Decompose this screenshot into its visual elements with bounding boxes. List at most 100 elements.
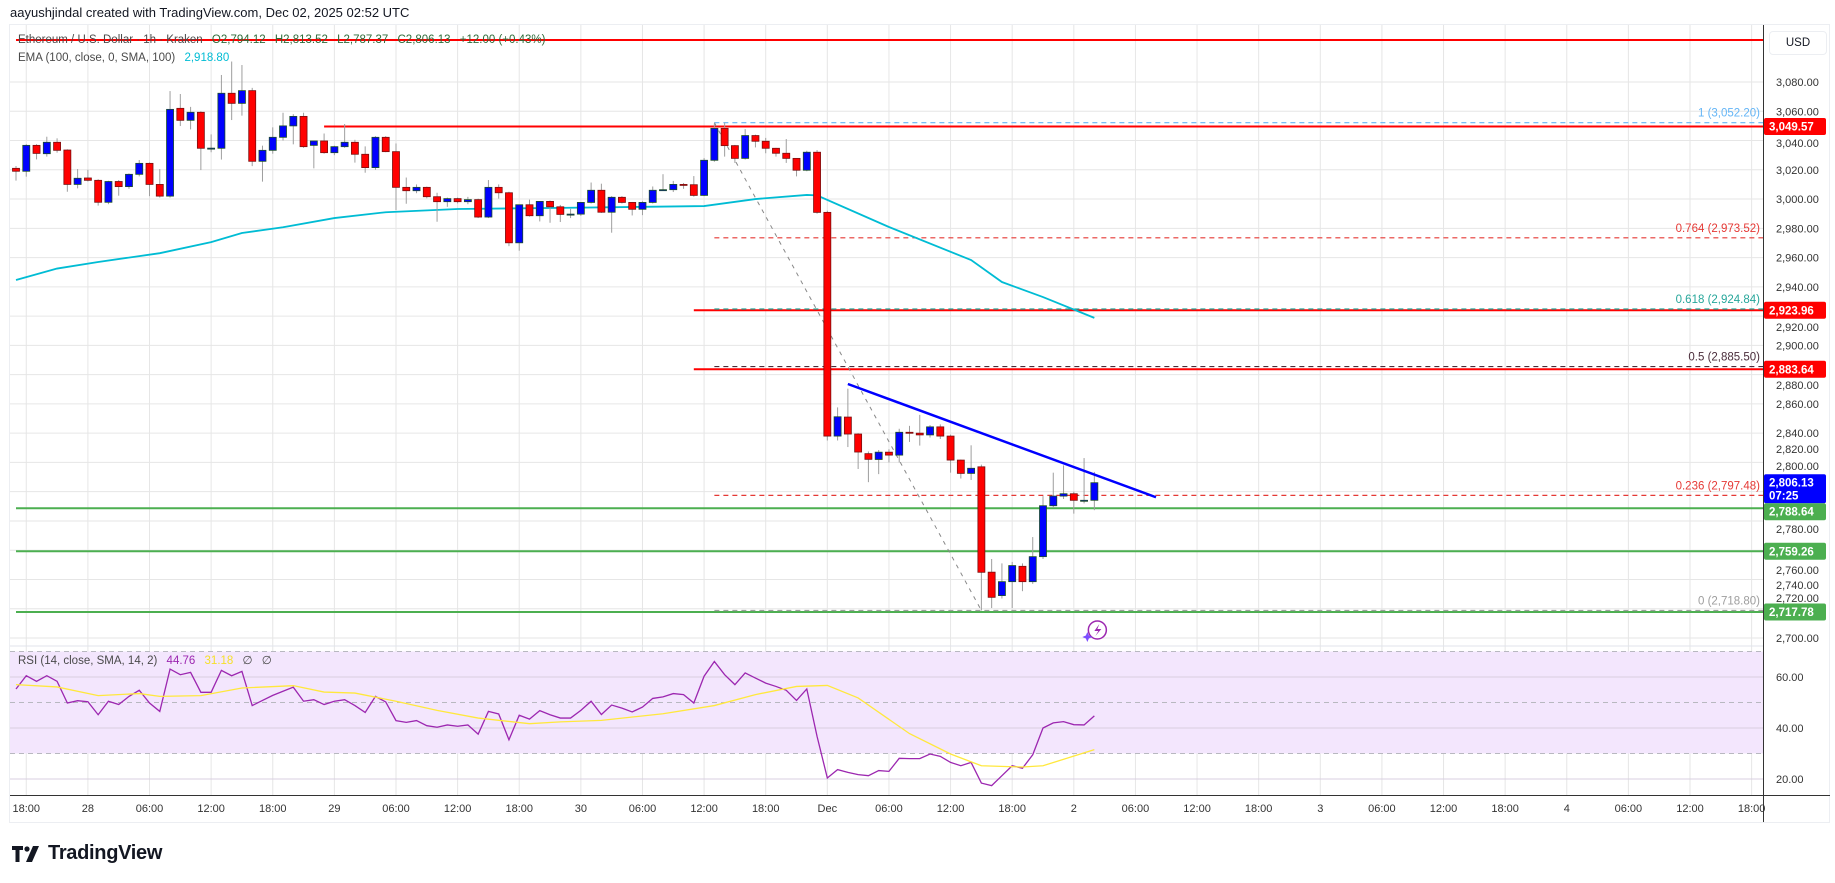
candle (320, 133, 329, 154)
lightning-icon (1082, 620, 1108, 642)
candle-body-up (166, 108, 174, 197)
price-axis[interactable]: 2,700.00 2,720.002,740.00 2,760.00 2,780.00… (1776, 77, 1819, 786)
rsi-extra-1: ∅ (242, 655, 253, 667)
candle-body-down (546, 200, 554, 208)
candle (361, 146, 370, 173)
candle-body-up (1049, 495, 1058, 507)
candle (12, 165, 20, 181)
fibonacci-retracement[interactable]: 1 (3,052.20) 0.764 (2,973.52) 0.618 (2,924… (713, 108, 1763, 612)
ema-curve (15, 194, 1095, 319)
candle (566, 208, 575, 219)
time-tick-label: 12:00 (1676, 803, 1704, 815)
rsi-line (15, 660, 1095, 787)
time-tick-label: 06:00 (1615, 803, 1643, 815)
candle-body-up (638, 202, 647, 210)
rsi-sma-value: 31.18 (204, 655, 234, 667)
candle-body-down (196, 111, 205, 149)
candle (32, 144, 41, 160)
fib-level-label: 0.764 (2,973.52) (1676, 223, 1761, 235)
descending-trendline (847, 382, 1157, 499)
candle-body-down (248, 90, 257, 162)
ohlc-close: C2,806.13 (397, 34, 451, 46)
horizontal-levels (16, 39, 1763, 613)
candle (792, 157, 801, 177)
candle-body-down (628, 202, 637, 210)
candle (104, 180, 113, 205)
candle (453, 197, 462, 204)
candle-body-up (279, 125, 287, 138)
resistance-price-tag-text: 3,049.57 (1769, 122, 1814, 134)
candle-body-up (926, 426, 934, 436)
candle-body-up (1059, 493, 1068, 497)
candle-body-down (905, 431, 914, 434)
time-tick-label: 28 (82, 803, 94, 815)
price-tick-label: 2,900.00 (1776, 340, 1819, 352)
candle-body-up (186, 111, 195, 121)
candle-body-up (340, 141, 349, 148)
candle (1018, 563, 1027, 592)
candle (248, 87, 257, 167)
candle (1080, 458, 1088, 504)
time-tick-label: 18:00 (259, 803, 287, 815)
rsi-value: 44.76 (166, 655, 196, 667)
candle-body-down (155, 184, 164, 197)
candle-body-down (679, 184, 688, 186)
candle (946, 434, 955, 473)
resistance-price-tag-text: 2,923.96 (1769, 305, 1814, 317)
candle (556, 204, 565, 223)
candle-body-down (885, 451, 893, 456)
ema-legend[interactable]: EMA (100, close, 0, SMA, 100) 2,918.80 (18, 52, 235, 64)
time-tick-label: 12:00 (690, 803, 718, 815)
ema-value: 2,918.80 (184, 52, 230, 64)
price-tick-label: 2,780.00 (1776, 524, 1819, 536)
current-price-tag (1764, 474, 1826, 504)
candle (546, 200, 554, 223)
symbol-title: Ethereum / U.S. Dollar · 1h · Kraken (18, 34, 203, 46)
candle (659, 174, 667, 192)
candle-body-up (1090, 482, 1099, 501)
candle (125, 173, 133, 189)
current-price-tag-text: 2,806.13 (1769, 478, 1814, 490)
candle-body-down (381, 136, 390, 153)
candle-body-down (1018, 565, 1027, 583)
support-price-tag (1764, 503, 1826, 521)
candle-body-down (720, 127, 729, 147)
candle-body-down (474, 199, 483, 218)
price-tick-label: 3,000.00 (1776, 194, 1819, 206)
candle (874, 449, 883, 475)
candle-body-up (1080, 499, 1088, 502)
rsi-legend[interactable]: RSI (14, close, SMA, 14, 2) 44.76 31.18 … (18, 653, 278, 667)
price-tick-label: 2,960.00 (1776, 253, 1819, 265)
candle (648, 186, 657, 204)
trendline-group[interactable] (847, 382, 1157, 499)
tradingview-logo[interactable]: TradingView (12, 842, 162, 865)
candle-body-up (207, 147, 216, 150)
support-price-tag (1764, 603, 1826, 621)
candle-body-up (104, 181, 113, 203)
candle-body-down (782, 152, 791, 159)
candle-body-down (453, 198, 462, 203)
time-axis[interactable]: 18:00 28 06:00 12:00 18:00 29 06:00 12:00 18:00 3… (13, 803, 1766, 815)
rsi-pane (10, 651, 1763, 780)
candle (330, 145, 339, 156)
candle (351, 139, 359, 163)
candle (135, 159, 144, 177)
candle-body-up (412, 186, 421, 192)
candle (679, 182, 688, 189)
currency-button[interactable]: USD (1769, 31, 1827, 55)
candle-body-down (936, 426, 945, 437)
price-tick-label: 3,080.00 (1776, 77, 1819, 89)
candle (227, 61, 236, 121)
candle (987, 558, 996, 609)
candle (525, 199, 534, 217)
support-price-tag-text: 2,788.64 (1769, 507, 1814, 519)
lightning-marker[interactable] (1082, 620, 1108, 642)
candle (607, 196, 616, 233)
sparkle-icon (1082, 632, 1093, 642)
candle-body-down (433, 196, 441, 203)
symbol-legend[interactable]: Ethereum / U.S. Dollar · 1h · Kraken O2,… (18, 34, 551, 46)
candle (515, 204, 524, 251)
candle-body-down (772, 147, 780, 154)
